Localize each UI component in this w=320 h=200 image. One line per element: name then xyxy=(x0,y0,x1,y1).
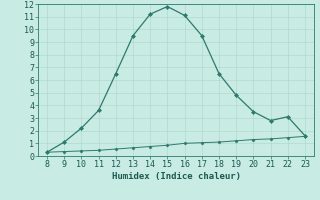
X-axis label: Humidex (Indice chaleur): Humidex (Indice chaleur) xyxy=(111,172,241,181)
